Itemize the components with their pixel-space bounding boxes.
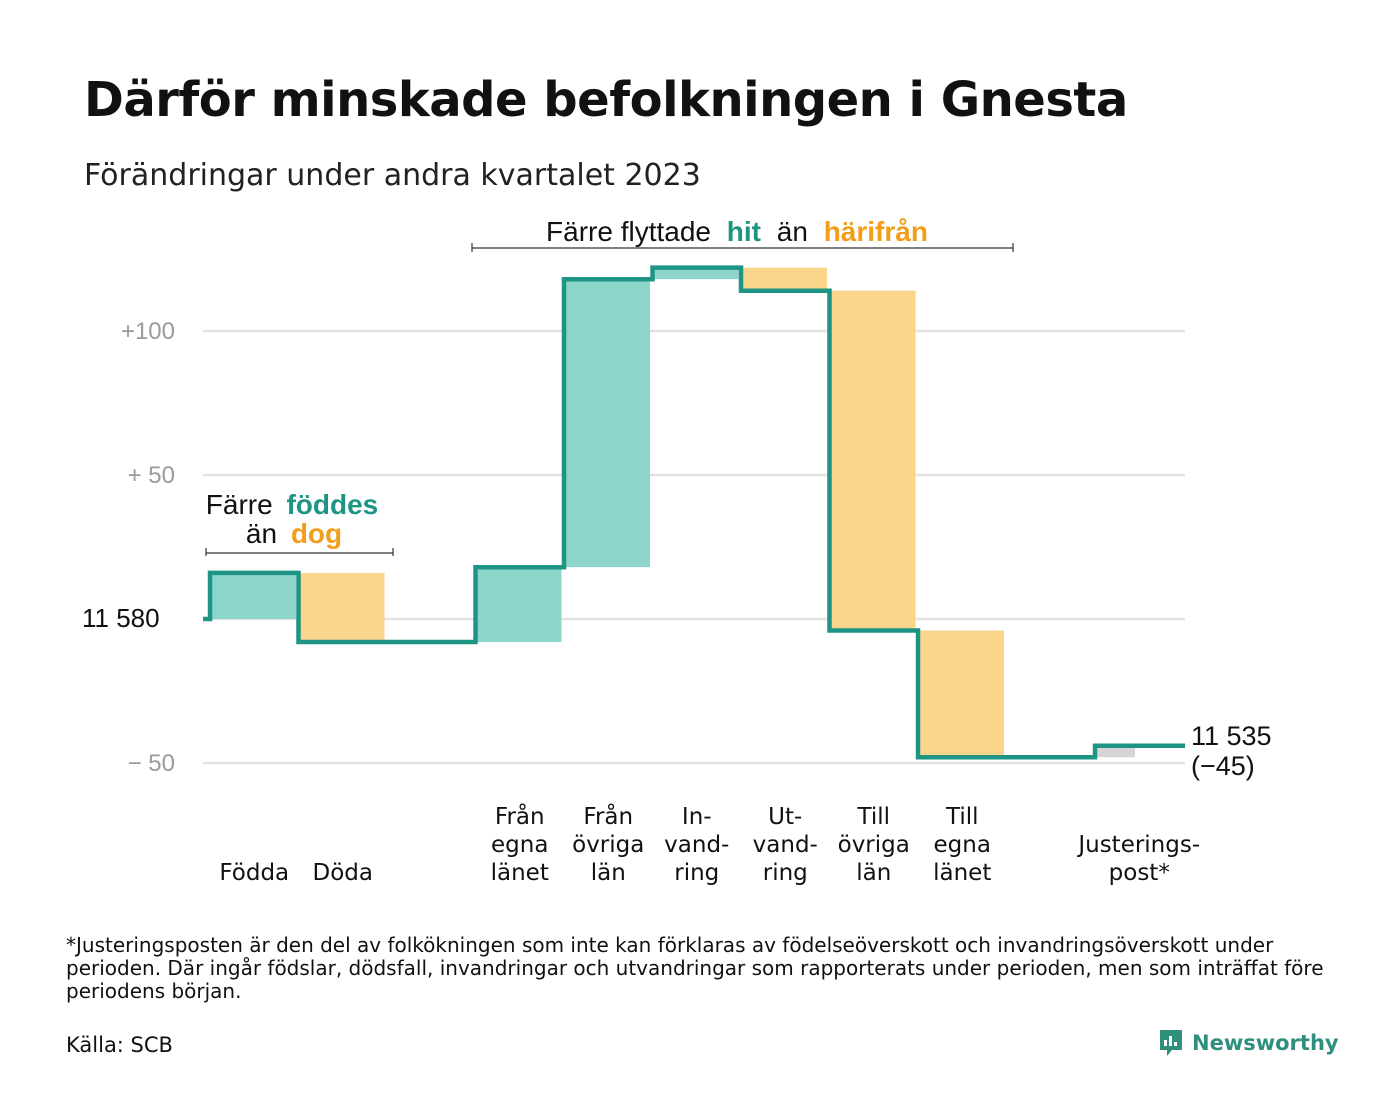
y-axis-ticks: +100 + 50 − 50 [121,318,175,777]
births-deaths-prefix-2: än [246,518,277,549]
bar-adjustment [1095,745,1135,758]
newsworthy-logo-icon [1160,1030,1182,1056]
category-label: vand- [753,832,818,858]
cumulative-step-line [203,265,1185,760]
newsworthy-brand-name: Newsworthy [1192,1031,1339,1055]
migration-highlight-in: hit [727,216,761,247]
source-label: Källa: SCB [66,1033,173,1057]
category-label: ring [763,860,808,886]
migration-annotation: Färre flyttade hit än härifrån [471,216,1014,252]
category-label: länet [491,860,549,886]
bar-inflow [210,572,296,619]
footnote: *Justeringsposten är den del av folkökni… [66,933,1324,1003]
category-label: In- [682,804,712,830]
y-tick-label: − 50 [128,750,175,777]
migration-annotation-text: Färre flyttade hit än härifrån [546,216,928,247]
y-tick-label: +100 [121,318,175,345]
category-label: Döda [313,860,373,886]
category-label: vand- [664,832,729,858]
gridlines [203,329,1185,765]
chart-title: Därför minskade befolkningen i Gnesta [84,72,1128,128]
category-labels: Födda DödaFrånegnalänetFrånövrigalänIn-va… [219,802,1200,886]
births-deaths-highlight-deaths: dog [291,518,342,549]
bars [210,267,1135,758]
bar-inflow [475,567,562,643]
newsworthy-logo: Newsworthy [1158,1028,1339,1058]
births-deaths-prefix: Färre [206,489,273,520]
bar-outflow [918,630,1004,758]
bar-outflow [741,267,827,291]
migration-prefix: Färre flyttade [546,216,711,247]
births-deaths-line1: Färre föddes [206,489,378,520]
category-label: länet [933,860,991,886]
births-deaths-highlight-births: föddes [286,489,378,520]
category-label: egna [491,832,548,858]
bar-outflow [298,572,385,643]
category-label: övriga [572,832,644,858]
category-label: Till [856,804,890,830]
category-label: Från [583,802,633,830]
bar-inflow [564,279,650,568]
category-label: län [591,860,626,886]
cumulative-line [203,265,1185,760]
start-value-label: 11 580 [82,603,160,633]
end-value-label: 11 535 [1191,721,1272,751]
category-label: Födda [219,860,289,886]
category-label: Från [495,802,545,830]
bar-inflow [652,267,739,280]
category-label: egna [934,832,991,858]
category-label: ring [674,860,719,886]
category-label: post* [1109,860,1170,886]
category-label: Till [945,804,979,830]
migration-highlight-out: härifrån [824,216,928,247]
births-deaths-annotation: Färre föddes än dog [205,489,394,556]
y-tick-label: + 50 [128,462,175,489]
category-label: Ut- [768,804,802,830]
chart-subtitle: Förändringar under andra kvartalet 2023 [84,158,701,193]
category-label: övriga [838,832,910,858]
waterfall-chart: +100+ 50− 50 Födda DödaFrånegnalänetFrånö… [82,216,1272,886]
births-deaths-line2: än dog [246,518,342,549]
bar-outflow [829,290,916,631]
category-label: län [856,860,891,886]
migration-middle: än [777,216,808,247]
end-change-label: (−45) [1191,751,1255,781]
category-label: Justerings- [1076,832,1200,858]
